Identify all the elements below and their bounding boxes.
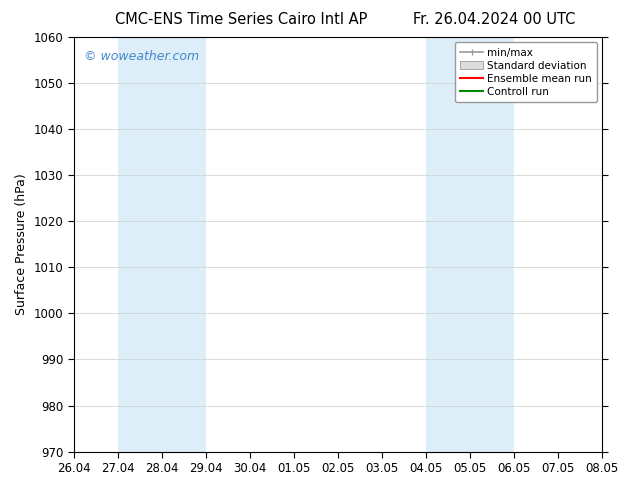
- Text: © woweather.com: © woweather.com: [84, 49, 200, 63]
- Text: Fr. 26.04.2024 00 UTC: Fr. 26.04.2024 00 UTC: [413, 12, 576, 27]
- Bar: [426, 37, 514, 452]
- Bar: [118, 37, 206, 452]
- Legend: min/max, Standard deviation, Ensemble mean run, Controll run: min/max, Standard deviation, Ensemble me…: [455, 42, 597, 102]
- Y-axis label: Surface Pressure (hPa): Surface Pressure (hPa): [15, 173, 28, 315]
- Text: CMC-ENS Time Series Cairo Intl AP: CMC-ENS Time Series Cairo Intl AP: [115, 12, 367, 27]
